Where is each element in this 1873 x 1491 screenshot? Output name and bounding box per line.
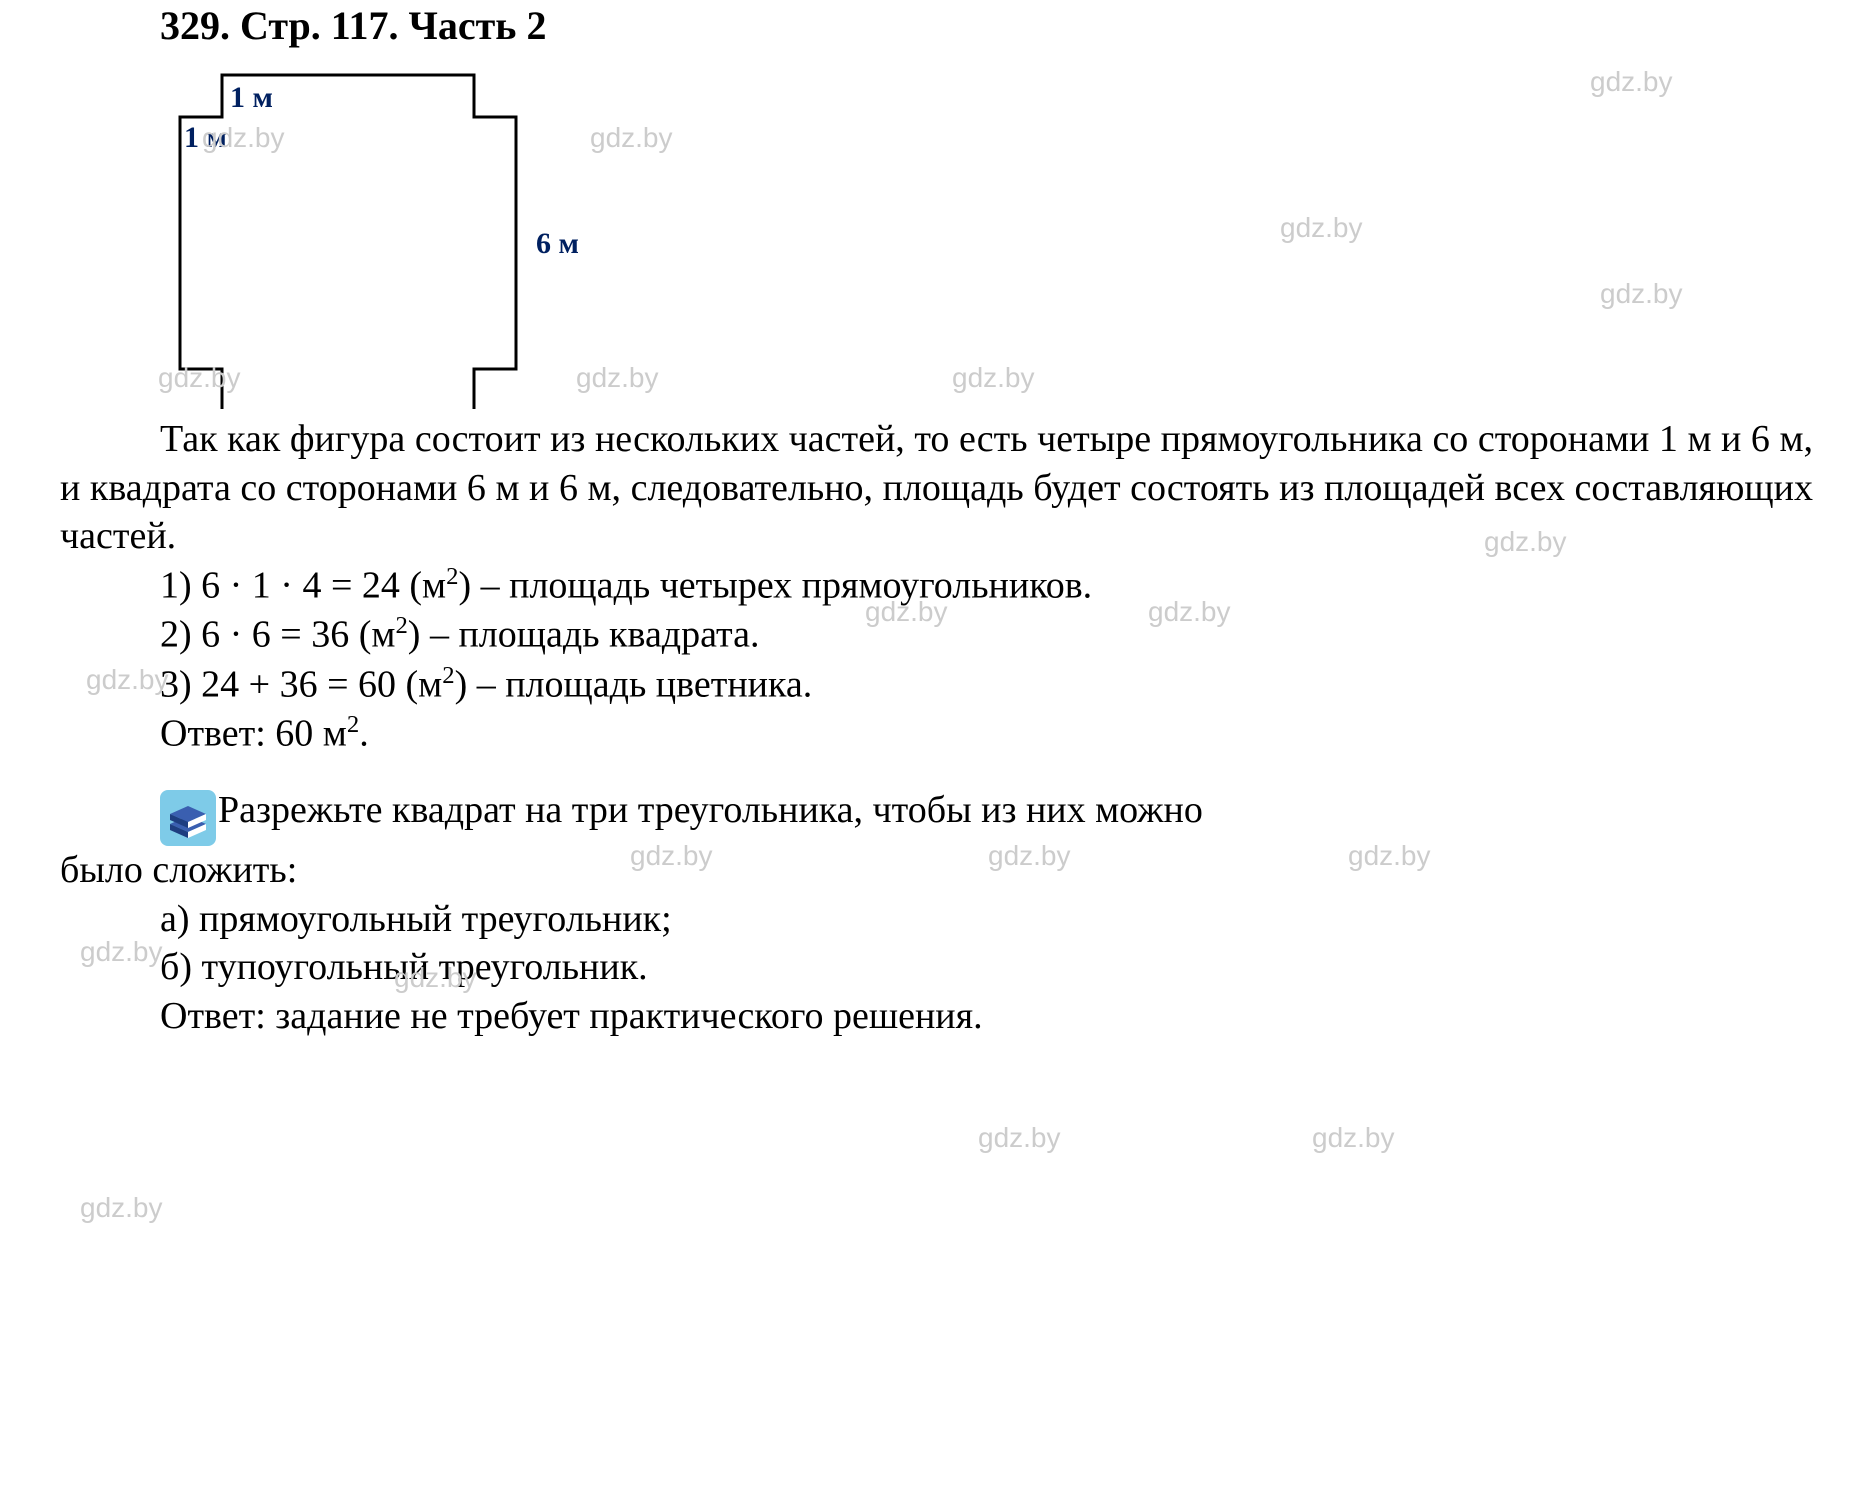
watermark: gdz.by xyxy=(1312,1120,1395,1156)
task-intro: Разрежьте квадрат на три треугольника, ч… xyxy=(218,786,1813,835)
step-2-b: ) – площадь квадрата. xyxy=(408,614,760,656)
step-3-a: 3) 24 + 36 = 60 (м xyxy=(160,663,442,705)
paragraph-explanation: Так как фигура состоит из нескольких час… xyxy=(60,415,1813,561)
sup-2: 2 xyxy=(395,612,407,639)
step-3: 3) 24 + 36 = 60 (м2) – площадь цветника. xyxy=(60,660,1813,709)
extra-task: Разрежьте квадрат на три треугольника, ч… xyxy=(60,786,1813,846)
book-icon xyxy=(160,790,216,846)
answer-1-a: Ответ: 60 м xyxy=(160,713,347,755)
figure-diagram: 1 м1 м 6 м xyxy=(160,69,680,409)
sup-2: 2 xyxy=(446,563,458,590)
diagram-row: 1 м1 м 6 м xyxy=(60,69,1813,409)
step-1: 1) 6 · 1 · 4 = 24 (м2) – площадь четырех… xyxy=(60,561,1813,610)
step-1-a: 1) 6 · 1 · 4 = 24 (м xyxy=(160,565,446,607)
step-3-b: ) – площадь цветника. xyxy=(455,663,813,705)
task-b: б) тупоугольный треугольник. xyxy=(60,943,1813,992)
svg-text:1 м: 1 м xyxy=(184,121,227,154)
watermark: gdz.by xyxy=(978,1120,1061,1156)
sup-2: 2 xyxy=(442,662,454,689)
task-a: а) прямоугольный треугольник; xyxy=(60,895,1813,944)
svg-text:1 м: 1 м xyxy=(230,81,273,114)
watermark: gdz.by xyxy=(80,1190,163,1226)
svg-text:6 м: 6 м xyxy=(536,227,579,260)
extra-task-text: Разрежьте квадрат на три треугольника, ч… xyxy=(218,786,1813,835)
answer-1-b: . xyxy=(359,713,369,755)
sup-2: 2 xyxy=(347,711,359,738)
task-answer: Ответ: задание не требует практического … xyxy=(60,992,1813,1041)
step-2: 2) 6 · 6 = 36 (м2) – площадь квадрата. xyxy=(60,610,1813,659)
page: 329. Стр. 117. Часть 2 1 м1 м 6 м Так как… xyxy=(0,0,1873,1491)
answer-1: Ответ: 60 м2. xyxy=(60,709,1813,758)
heading: 329. Стр. 117. Часть 2 xyxy=(60,0,1813,51)
step-2-a: 2) 6 · 6 = 36 (м xyxy=(160,614,395,656)
step-1-b: ) – площадь четырех прямоугольников. xyxy=(458,565,1092,607)
task-intro-cont: было сложить: xyxy=(60,846,1813,895)
